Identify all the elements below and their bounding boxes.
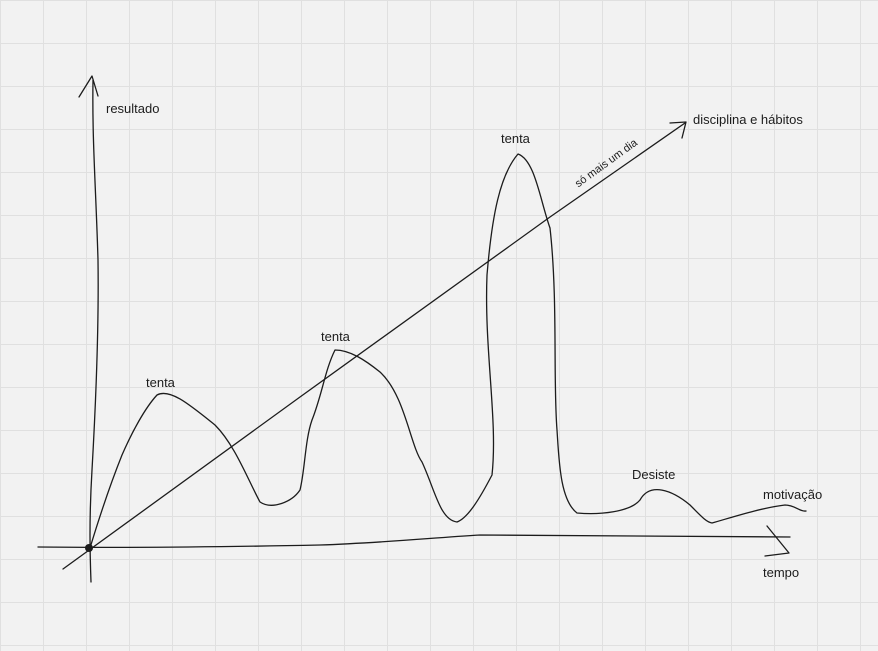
motivation-curve-label: motivação	[763, 487, 823, 502]
discipline-habits-line	[62, 122, 686, 570]
y-axis-label: resultado	[106, 101, 160, 116]
x-axis-arrowhead	[764, 525, 790, 557]
y-axis-line	[89, 79, 99, 583]
discipline-line-label: disciplina e hábitos	[693, 112, 803, 127]
discipline-arrowhead	[669, 121, 687, 139]
origin-point	[85, 544, 93, 552]
motivation-curve	[89, 153, 807, 549]
y-axis-arrowhead	[78, 75, 99, 98]
peak-3-label: tenta	[501, 131, 530, 146]
x-axis-label: tempo	[763, 565, 800, 580]
peak-1-label: tenta	[146, 375, 175, 390]
quit-label: Desiste	[632, 467, 676, 482]
peak-2-label: tenta	[321, 329, 350, 344]
x-axis-line	[37, 534, 791, 549]
